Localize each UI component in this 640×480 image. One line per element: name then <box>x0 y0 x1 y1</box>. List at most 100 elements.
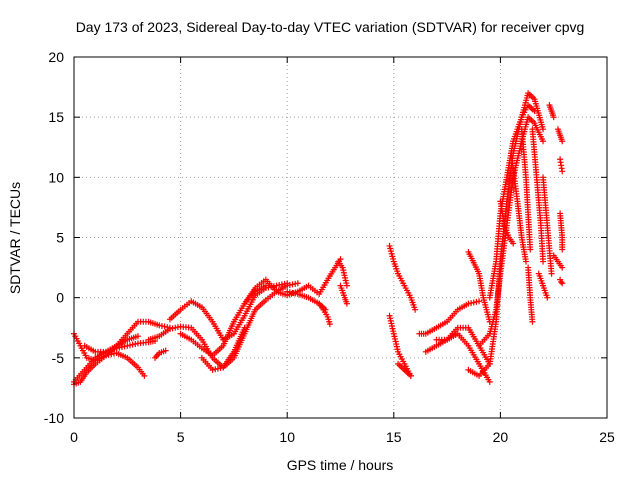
data-point <box>273 282 280 289</box>
data-point <box>412 306 419 313</box>
x-axis-label: GPS time / hours <box>287 457 394 473</box>
data-point <box>540 138 547 145</box>
y-tick-label: -10 <box>44 410 64 426</box>
series-arc-1 <box>71 350 148 388</box>
y-tick-labels: -10 -5 0 5 10 15 20 <box>44 49 64 426</box>
data-point <box>113 345 120 352</box>
y-tick-label: 15 <box>48 109 64 125</box>
data-point <box>559 246 566 253</box>
data-point <box>559 168 566 175</box>
series-arc-34 <box>554 126 566 145</box>
series-arc-7 <box>166 280 291 343</box>
series-arc-10 <box>241 256 344 307</box>
data-point <box>343 282 350 289</box>
series-arc-8 <box>177 282 269 359</box>
series-arc-9 <box>198 324 248 373</box>
data-point <box>559 138 566 145</box>
data-point-interp <box>389 253 396 260</box>
data-point <box>166 325 173 332</box>
data-point-interp <box>292 280 299 287</box>
data-point <box>544 294 551 301</box>
series-arc-31 <box>540 174 555 277</box>
data-point-interp <box>169 325 176 332</box>
data-point <box>558 279 565 286</box>
series-arc-18 <box>416 298 483 337</box>
series-arc-13 <box>335 258 350 289</box>
data-point <box>294 280 301 287</box>
series-arc-32 <box>546 102 557 121</box>
series-arc-36 <box>557 210 566 253</box>
data-point-interp <box>158 322 165 329</box>
x-tick-labels: 0 5 10 15 20 25 <box>70 429 615 445</box>
data-point <box>134 333 141 340</box>
data-point <box>241 324 248 331</box>
data-point <box>156 322 163 329</box>
x-tick-label: 0 <box>70 429 78 445</box>
series-arc-25 <box>497 198 517 247</box>
data-point <box>124 342 131 349</box>
data-point-interp <box>172 324 179 331</box>
series-arc-20 <box>433 330 493 385</box>
data-point <box>522 258 529 265</box>
data-point <box>284 280 291 287</box>
series-arc-29 <box>529 126 547 265</box>
data-point-interp <box>161 323 168 330</box>
data-point <box>540 126 547 133</box>
data-point-interp <box>387 248 394 255</box>
data-points <box>71 90 566 388</box>
data-point <box>531 108 538 115</box>
data-point <box>209 366 216 373</box>
data-point-interp <box>278 281 285 288</box>
data-point-interp <box>390 255 397 262</box>
x-tick-label: 15 <box>386 429 402 445</box>
series-arc-26 <box>508 150 529 265</box>
x-tick-label: 5 <box>177 429 185 445</box>
x-tick-label: 20 <box>493 429 509 445</box>
series-arc-6 <box>145 280 301 371</box>
data-point-interp <box>132 340 139 347</box>
series-arc-27 <box>518 126 534 253</box>
data-point-interp <box>473 298 480 305</box>
data-point-interp <box>212 366 219 373</box>
data-point <box>162 347 169 354</box>
data-point <box>326 321 333 328</box>
grid-lines <box>74 57 607 418</box>
data-point <box>486 378 493 385</box>
data-point <box>141 372 148 379</box>
series-arc-37 <box>557 276 566 287</box>
data-point-interp <box>118 344 125 351</box>
chart-title: Day 173 of 2023, Sidereal Day-to-day VTE… <box>76 19 585 35</box>
data-point <box>343 300 350 307</box>
data-point <box>476 298 483 305</box>
data-point-interp <box>387 245 394 252</box>
series-arc-21 <box>465 248 493 325</box>
data-point-interp <box>121 343 128 350</box>
data-point-interp <box>281 280 288 287</box>
y-axis-label: SDTVAR / TECUs <box>7 182 23 294</box>
series-arc-33 <box>550 252 566 271</box>
x-tick-label: 25 <box>599 429 615 445</box>
data-point <box>540 258 547 265</box>
y-tick-label: 10 <box>48 169 64 185</box>
data-point-interp <box>289 289 296 296</box>
data-point <box>527 246 534 253</box>
data-point-interp <box>470 299 477 306</box>
series-arc-5 <box>152 347 169 361</box>
data-point-interp <box>116 344 123 351</box>
data-point <box>284 288 291 295</box>
data-point-interp <box>292 290 299 297</box>
data-point-interp <box>468 300 475 307</box>
data-point <box>559 280 566 287</box>
data-point <box>548 270 555 277</box>
data-point <box>510 240 517 247</box>
y-tick-label: 5 <box>56 230 64 246</box>
series-arc-30 <box>535 270 551 301</box>
data-point <box>407 372 414 379</box>
data-point-interp <box>126 342 133 349</box>
data-point-interp <box>388 250 395 257</box>
data-point <box>386 242 393 249</box>
series-arc-17 <box>395 360 414 379</box>
axis-ticks <box>73 56 608 419</box>
